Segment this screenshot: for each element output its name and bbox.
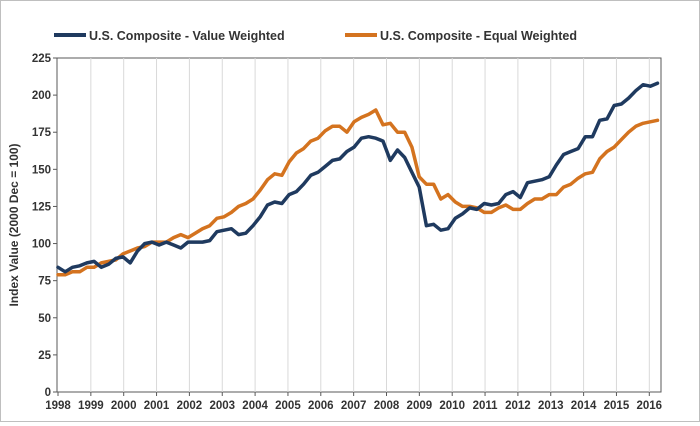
legend-label-value-weighted: U.S. Composite - Value Weighted bbox=[89, 29, 285, 43]
series-line-value-weighted bbox=[56, 81, 660, 274]
y-axis: 0 25 50 75 100 125 150 175 200 225 bbox=[32, 53, 57, 399]
x-tick-label: 2013 bbox=[538, 400, 564, 412]
x-tick-label: 2009 bbox=[407, 400, 433, 412]
legend-item-value-weighted: U.S. Composite - Value Weighted bbox=[54, 29, 285, 43]
x-tick-label: 2016 bbox=[637, 400, 663, 412]
x-tick-label: 1998 bbox=[45, 400, 71, 412]
y-tick-label: 200 bbox=[32, 90, 51, 102]
y-tick-label: 125 bbox=[32, 201, 52, 213]
y-tick-label: 50 bbox=[38, 313, 51, 325]
x-tick-label: 2000 bbox=[111, 400, 137, 412]
x-tick-label: 2004 bbox=[242, 400, 268, 412]
x-tick-label: 2001 bbox=[144, 400, 170, 412]
x-tick-label: 2014 bbox=[571, 400, 597, 412]
y-tick-label: 25 bbox=[38, 350, 51, 362]
x-tick-label: 2002 bbox=[177, 400, 203, 412]
legend-item-equal-weighted: U.S. Composite - Equal Weighted bbox=[345, 29, 577, 43]
x-tick-label: 2005 bbox=[275, 400, 301, 412]
x-tick-label: 2003 bbox=[209, 400, 235, 412]
x-tick-label: 2007 bbox=[341, 400, 367, 412]
x-tick-label: 2008 bbox=[374, 400, 400, 412]
x-axis: 1998 1999 2000 2001 2002 2003 2004 2005 2006 2007… bbox=[45, 392, 662, 412]
x-tick-label: 2015 bbox=[604, 400, 630, 412]
plot-area bbox=[56, 57, 662, 393]
y-tick-label: 100 bbox=[32, 239, 51, 251]
y-tick-label: 150 bbox=[32, 164, 51, 176]
legend: U.S. Composite - Value Weighted U.S. Com… bbox=[54, 29, 577, 43]
x-tick-label: 2011 bbox=[473, 400, 499, 412]
gridlines bbox=[90, 58, 650, 392]
x-tick-label: 2010 bbox=[439, 400, 465, 412]
y-axis-title: Index Value (2000 Dec = 100) bbox=[7, 143, 21, 306]
x-tick-label: 2006 bbox=[308, 400, 334, 412]
x-tick-label: 2012 bbox=[505, 400, 531, 412]
y-tick-label: 0 bbox=[45, 387, 51, 399]
series-group bbox=[56, 81, 660, 277]
y-tick-label: 175 bbox=[32, 127, 52, 139]
series-line-equal-weighted bbox=[56, 108, 660, 277]
y-tick-label: 75 bbox=[38, 276, 51, 288]
legend-label-equal-weighted: U.S. Composite - Equal Weighted bbox=[380, 29, 577, 43]
y-tick-label: 225 bbox=[32, 53, 52, 65]
x-tick-label: 1999 bbox=[78, 400, 104, 412]
